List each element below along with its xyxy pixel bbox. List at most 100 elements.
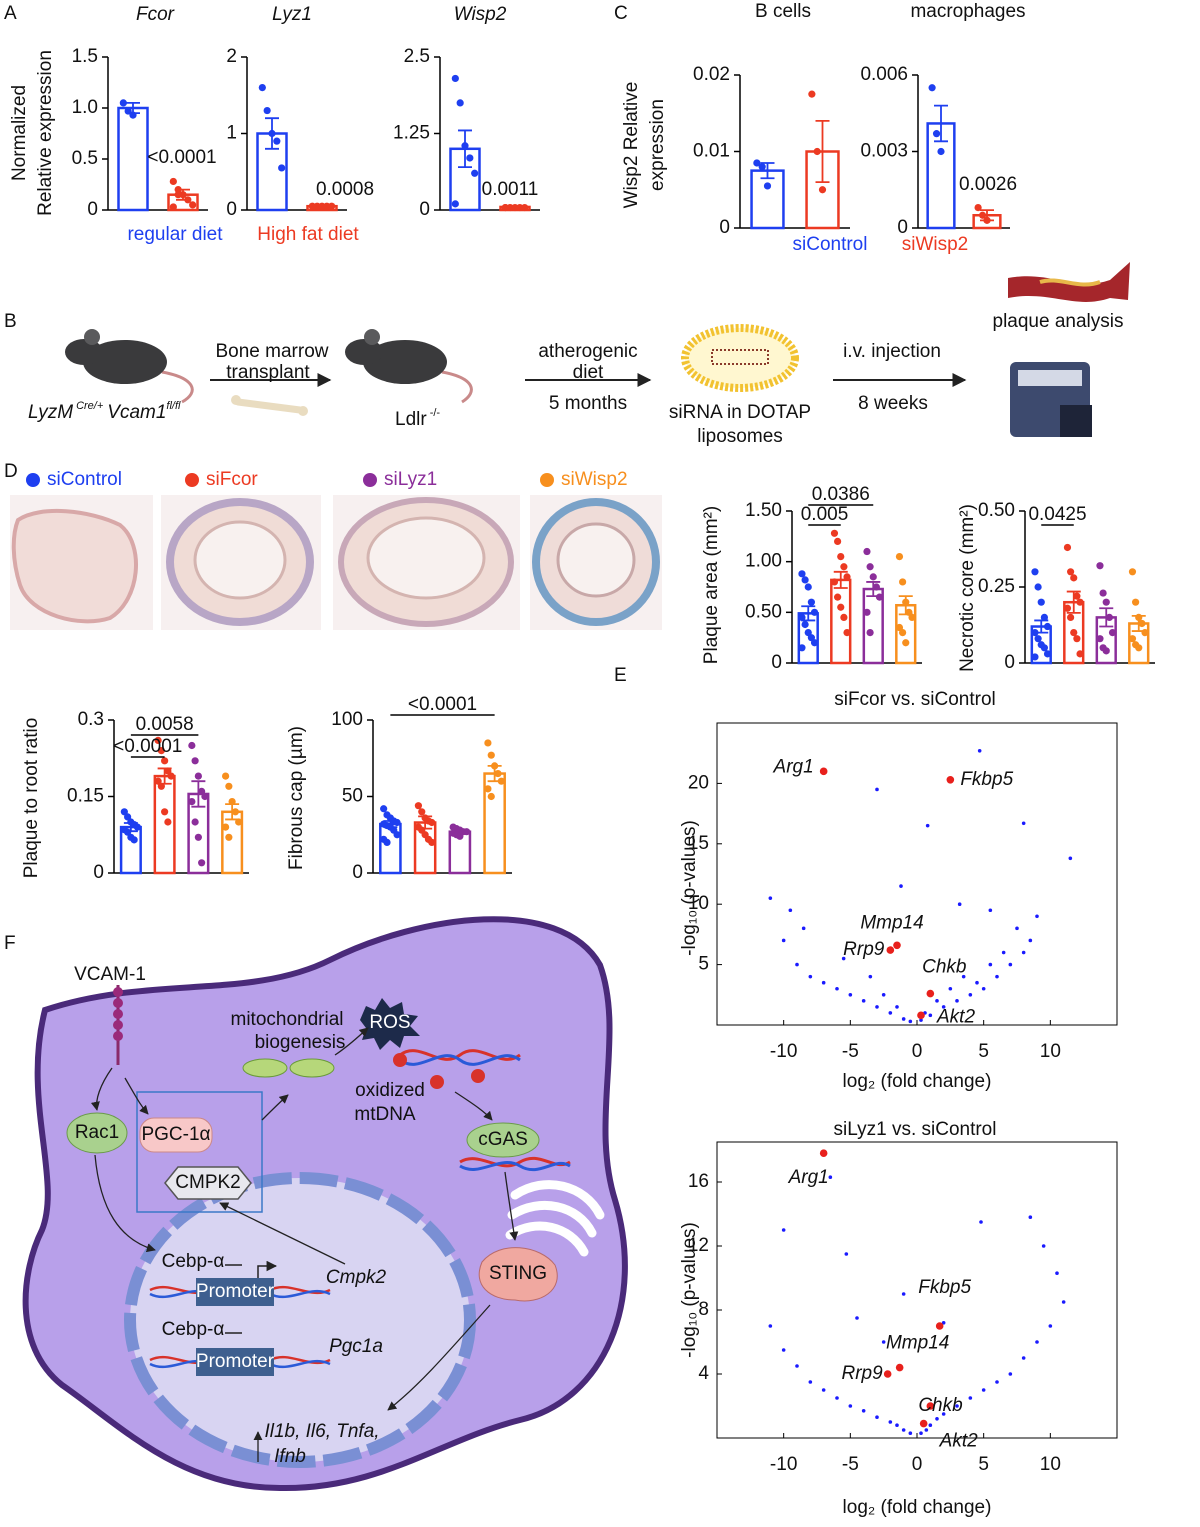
data-point <box>451 200 459 208</box>
step-label: Bone marrow <box>216 341 329 362</box>
highlighted-gene <box>926 989 935 998</box>
data-point <box>928 84 936 92</box>
y-tick-label: 0.003 <box>860 141 908 162</box>
arrow <box>219 1202 346 1265</box>
label: Pgc1a <box>329 1336 383 1357</box>
bar <box>830 578 852 665</box>
receptor-domains <box>113 987 123 1041</box>
data-point <box>1096 635 1104 643</box>
data-point <box>164 767 172 775</box>
data-point <box>428 838 436 847</box>
y-tick-label: 10 <box>688 893 709 914</box>
data-point <box>1008 962 1013 967</box>
data-point <box>807 598 815 606</box>
data-point <box>194 772 202 780</box>
x-tick-label: 10 <box>1040 1454 1061 1475</box>
lumen <box>556 522 636 598</box>
legend-swatch <box>540 473 554 487</box>
y-tick-label: 0 <box>719 217 730 238</box>
legend-swatch <box>26 473 40 487</box>
data-point <box>393 818 401 827</box>
gene-label: Fkbp5 <box>960 769 1013 790</box>
bone-end <box>298 406 308 416</box>
cisterna <box>510 1180 605 1220</box>
label: Promoter <box>196 1281 275 1302</box>
y-tick-label: 5 <box>698 954 709 975</box>
data-point <box>937 147 945 156</box>
data-point <box>1040 613 1048 622</box>
data-point <box>471 169 479 177</box>
data-point <box>798 570 806 578</box>
data-point <box>935 999 939 1003</box>
data-point <box>908 1019 913 1024</box>
dna <box>459 1161 571 1172</box>
data-point <box>191 757 199 765</box>
data-point <box>808 974 813 979</box>
data-point <box>1128 568 1137 576</box>
y-tick-label: 0 <box>87 199 98 220</box>
bar <box>153 774 176 875</box>
data-point <box>961 974 966 979</box>
data-point <box>941 1005 946 1009</box>
data-point <box>895 553 904 561</box>
data-point <box>1070 629 1078 637</box>
data-point <box>866 563 874 571</box>
data-point <box>837 603 845 611</box>
data-point <box>456 832 464 840</box>
label: Cmpk2 <box>326 1267 387 1288</box>
data-point <box>1031 568 1039 576</box>
data-point <box>461 142 469 150</box>
y-tick-label: 0 <box>897 217 908 238</box>
y-tick-label: 0.3 <box>78 709 104 730</box>
highlighted-gene <box>935 1322 944 1330</box>
data-point <box>781 1348 786 1352</box>
mouse-ear <box>84 329 100 345</box>
data-point <box>818 186 827 194</box>
data-point <box>487 792 495 801</box>
p-value: 0.0425 <box>1028 504 1086 525</box>
data-point <box>1015 926 1019 931</box>
bone-end <box>231 395 241 405</box>
data-point <box>1063 604 1072 612</box>
data-point <box>928 1013 933 1018</box>
complex-box <box>136 1091 263 1213</box>
data-point <box>955 999 959 1003</box>
data-point <box>834 537 842 546</box>
data-point <box>188 741 196 750</box>
data-point <box>133 823 141 831</box>
data-point <box>393 831 401 839</box>
data-point <box>273 137 281 145</box>
x-tick-label: 10 <box>1040 1041 1061 1062</box>
data-point <box>1021 821 1026 826</box>
arrows <box>90 1027 519 1462</box>
plot-frame <box>716 1141 1118 1439</box>
arrow <box>387 1304 491 1411</box>
p-value: 0.005 <box>801 504 849 525</box>
data-point <box>863 547 871 556</box>
y-axis-label: Wisp2 Relative <box>621 82 642 209</box>
data-point <box>968 1396 973 1400</box>
data-point <box>124 813 132 821</box>
data-point <box>194 833 202 841</box>
data-point <box>919 1018 923 1022</box>
data-point <box>484 785 492 793</box>
arrow <box>124 1077 149 1115</box>
legend-label: siFcor <box>206 469 258 490</box>
y-tick-label: 0.50 <box>978 500 1015 521</box>
data-point <box>124 828 132 836</box>
data-point <box>1061 1300 1066 1304</box>
data-point <box>875 1005 879 1009</box>
data-point <box>1135 613 1143 622</box>
data-point <box>497 777 505 785</box>
data-point <box>466 154 474 162</box>
label: Rac1 <box>75 1122 119 1143</box>
data-point <box>888 1011 893 1015</box>
data-point <box>863 608 871 616</box>
nucleus <box>124 1172 476 1468</box>
highlighted-gene <box>895 1363 904 1372</box>
data-point <box>837 553 845 561</box>
data-point <box>908 613 916 622</box>
bar <box>750 169 785 230</box>
step-label: atherogenic <box>538 341 637 362</box>
chart-title: Lyz1 <box>272 4 312 25</box>
